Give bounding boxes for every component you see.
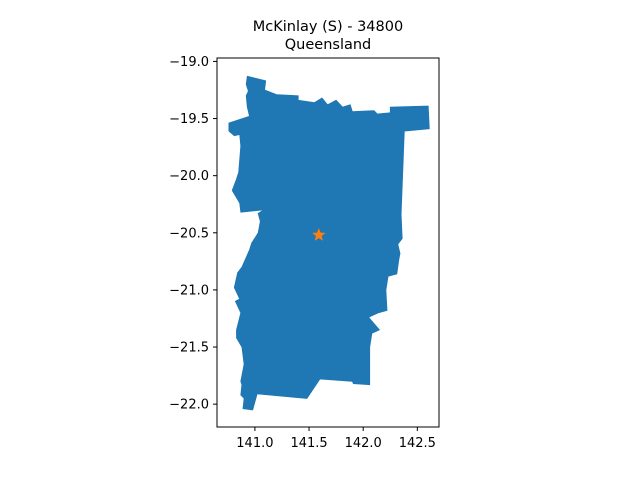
x-tick-label: 141.5 [290, 436, 327, 451]
x-tick-label: 142.5 [399, 436, 436, 451]
y-tick-label: −21.0 [169, 283, 209, 298]
figure-title-line2: Queensland [285, 37, 372, 53]
y-axis-ticks: −19.0 −19.5 −20.0 −20.5 −21.0 −21.5 −22.0 [169, 55, 217, 413]
y-tick-label: −20.5 [169, 226, 209, 241]
y-tick-label: −21.5 [169, 341, 209, 356]
x-tick-label: 141.0 [236, 436, 273, 451]
y-tick-label: −19.5 [169, 112, 209, 127]
x-tick-label: 142.0 [345, 436, 382, 451]
y-tick-label: −19.0 [169, 55, 209, 70]
figure-title-line1: McKinlay (S) - 34800 [253, 19, 403, 35]
centroid-star-marker [312, 228, 326, 241]
axes-frame [216, 57, 440, 428]
plot-area [228, 75, 430, 411]
y-tick-label: −22.0 [169, 398, 209, 413]
x-axis-ticks: 141.0 141.5 142.0 142.5 [236, 427, 436, 451]
region-polygon [228, 75, 430, 411]
y-tick-label: −20.0 [169, 169, 209, 184]
